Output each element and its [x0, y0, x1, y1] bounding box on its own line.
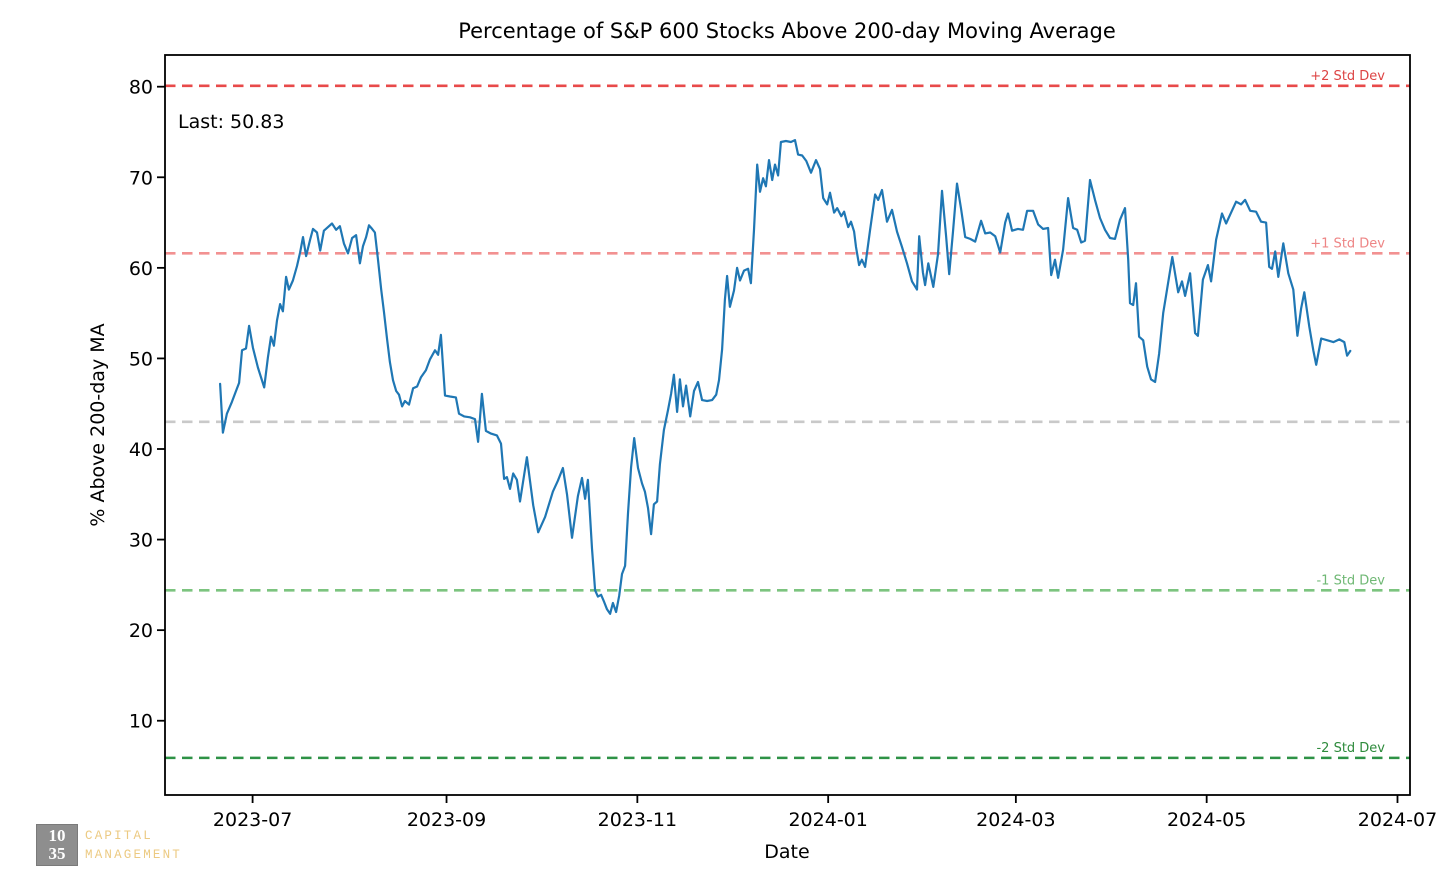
ref-line-label-+1 Std Dev: +1 Std Dev — [1310, 236, 1385, 251]
ref-line-label--2 Std Dev: -2 Std Dev — [1316, 741, 1385, 756]
series-line — [219, 139, 1352, 615]
y-axis: 10 20 30 40 50 60 70 80 — [129, 77, 165, 733]
y-axis-label: % Above 200-day MA — [87, 323, 109, 526]
x-tick-label-2023-11: 2023-11 — [598, 809, 677, 831]
x-tick-label-2024-01: 2024-01 — [788, 809, 867, 831]
series-line-group — [219, 139, 1352, 615]
y-tick-label-30: 30 — [129, 530, 153, 552]
ref-line-label--1 Std Dev: -1 Std Dev — [1316, 573, 1385, 588]
logo-number-bottom: 35 — [48, 844, 66, 863]
y-tick-label-20: 20 — [129, 620, 153, 642]
y-tick-label-60: 60 — [129, 258, 153, 280]
x-tick-label-2023-09: 2023-09 — [407, 809, 486, 831]
chart-title: Percentage of S&P 600 Stocks Above 200-d… — [458, 19, 1116, 43]
x-tick-label-2024-03: 2024-03 — [976, 809, 1055, 831]
logo-number-box: 10 35 — [36, 824, 78, 866]
company-logo: 10 35 CAPITAL MANAGEMENT — [36, 824, 182, 866]
x-tick-label-2023-07: 2023-07 — [213, 809, 292, 831]
y-tick-label-10: 10 — [129, 711, 153, 733]
logo-wordmark: CAPITAL MANAGEMENT — [85, 824, 182, 865]
x-axis: 2023-07 2023-09 2023-11 2024-01 2024-03 2024-… — [213, 795, 1437, 831]
y-tick-label-50: 50 — [129, 348, 153, 370]
ref-line-label-+2 Std Dev: +2 Std Dev — [1310, 69, 1385, 84]
x-axis-label: Date — [764, 841, 809, 863]
x-tick-label-2024-07: 2024-07 — [1358, 809, 1437, 831]
logo-word-capital: CAPITAL — [85, 829, 153, 843]
y-tick-label-70: 70 — [129, 167, 153, 189]
x-tick-label-2024-05: 2024-05 — [1167, 809, 1246, 831]
y-tick-label-80: 80 — [129, 77, 153, 99]
last-value-annotation: Last: 50.83 — [178, 111, 284, 133]
logo-word-management: MANAGEMENT — [85, 848, 183, 862]
std-dev-reference-lines: +2 Std Dev +1 Std Dev -1 Std Dev -2 Std Dev — [165, 69, 1410, 760]
logo-number-top: 10 — [48, 826, 66, 845]
plot-border — [164, 54, 1411, 796]
y-tick-label-40: 40 — [129, 439, 153, 461]
